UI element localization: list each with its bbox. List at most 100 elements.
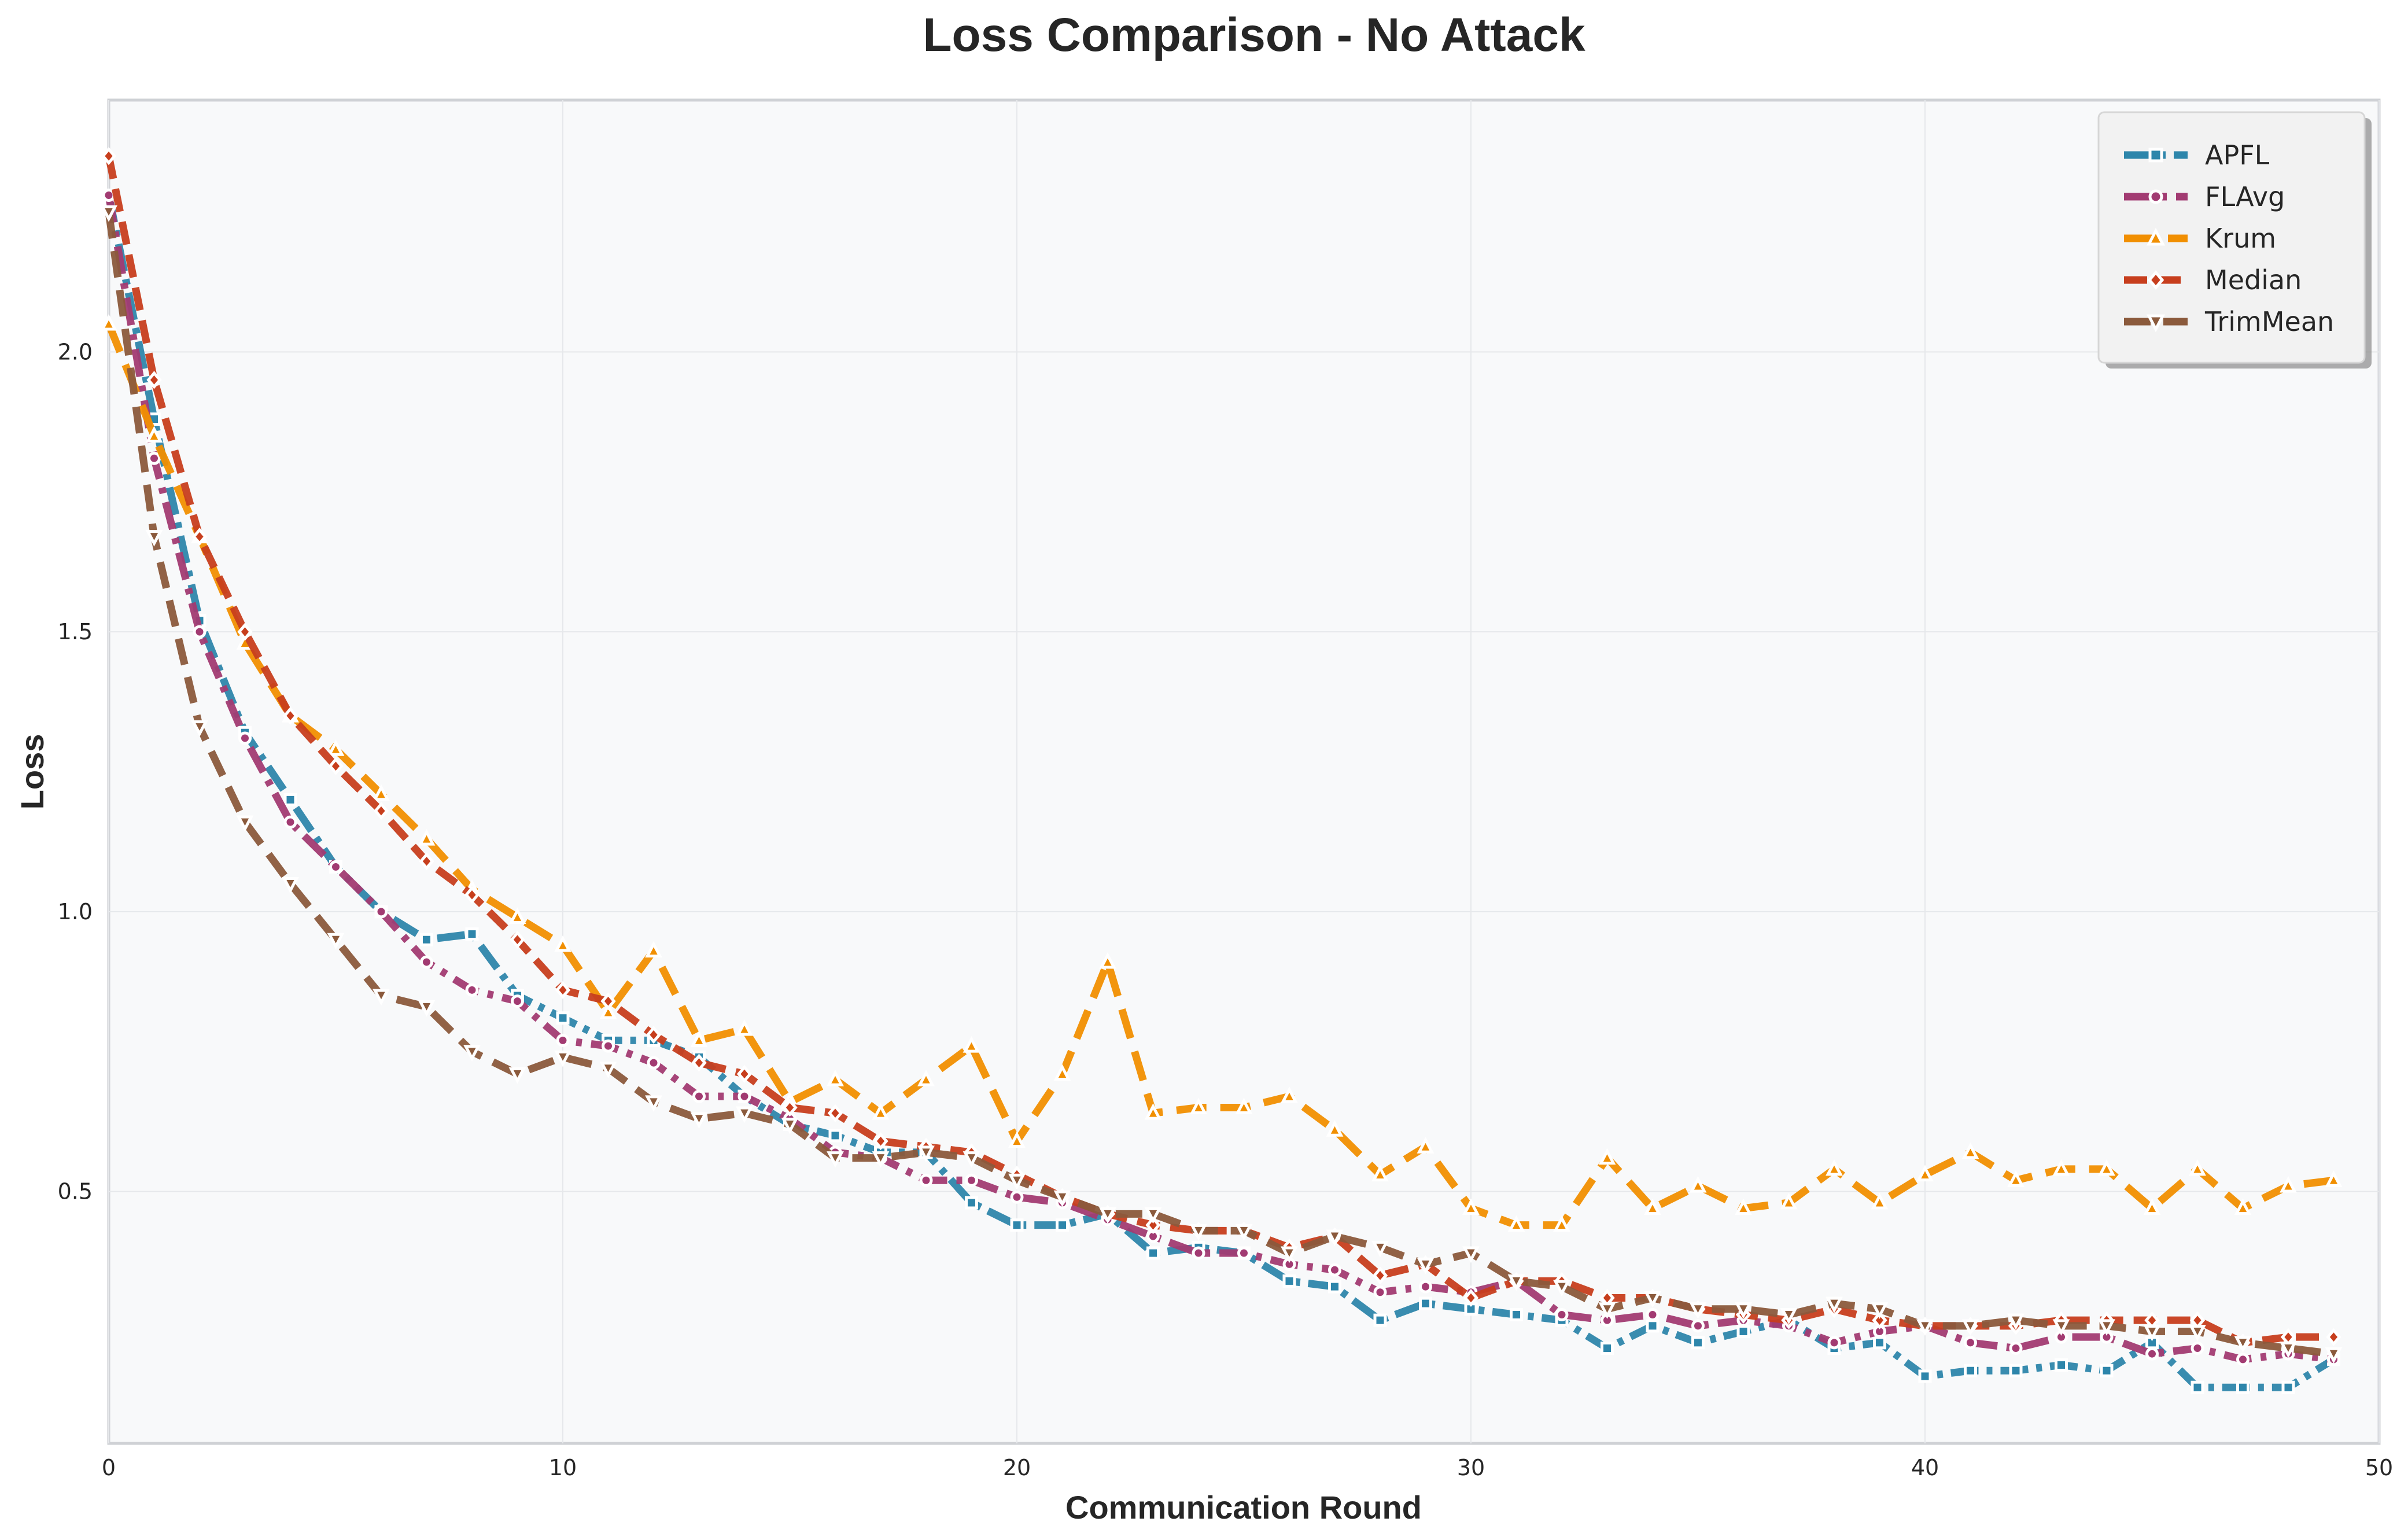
- data-point-trimmean: [554, 1050, 571, 1067]
- data-point-flavg: [465, 983, 479, 997]
- data-point-trimmean: [2280, 1342, 2297, 1358]
- data-point-krum: [418, 828, 436, 846]
- data-point-flavg: [2236, 1353, 2250, 1366]
- data-point-trimmean: [690, 1112, 708, 1129]
- data-point-trimmean: [1507, 1274, 1525, 1291]
- legend-marker-flavg: [2148, 189, 2163, 204]
- data-point-flavg: [2191, 1342, 2204, 1355]
- data-point-apfl: [1646, 1319, 1660, 1333]
- legend-marker-trimmean: [2146, 314, 2166, 333]
- data-point-flavg: [1010, 1190, 1024, 1204]
- chart-title: Loss Comparison - No Attack: [923, 9, 1585, 61]
- data-point-apfl: [1510, 1307, 1523, 1321]
- data-point-flavg: [692, 1089, 706, 1103]
- data-point-trimmean: [2325, 1347, 2343, 1364]
- y-axis-label: Loss: [14, 734, 50, 810]
- y-tick-label: 2.0: [58, 339, 93, 364]
- data-point-trimmean: [1144, 1207, 1162, 1224]
- data-point-trimmean: [1826, 1296, 1843, 1314]
- axis-ticks: 0 10 20 30 40 50 0.5 1.0 1.5 2.0: [58, 339, 2394, 1480]
- data-point-krum: [1235, 1097, 1253, 1114]
- data-point-flavg: [1964, 1336, 1977, 1350]
- data-point-apfl: [1873, 1336, 1886, 1350]
- data-point-trimmean: [1553, 1280, 1570, 1297]
- x-tick-label: 50: [2365, 1455, 2393, 1480]
- data-point-krum: [145, 426, 163, 443]
- data-point-krum: [2098, 1159, 2115, 1176]
- data-point-krum: [2234, 1198, 2252, 1215]
- data-point-krum: [2280, 1176, 2297, 1193]
- data-point-trimmean: [1417, 1257, 1435, 1274]
- x-tick-label: 20: [1003, 1455, 1031, 1480]
- data-point-krum: [327, 739, 345, 756]
- data-point-trimmean: [2189, 1325, 2206, 1342]
- data-point-flavg: [737, 1089, 751, 1103]
- data-point-krum: [1961, 1142, 1979, 1159]
- plot-area: [107, 98, 2381, 1445]
- data-point-flavg: [329, 860, 342, 874]
- data-point-apfl: [420, 933, 433, 946]
- data-point-trimmean: [327, 933, 345, 950]
- data-point-median: [691, 1053, 707, 1072]
- data-point-trimmean: [1780, 1307, 1798, 1325]
- legend-item-median: Median: [2124, 264, 2302, 296]
- data-point-krum: [100, 314, 117, 331]
- data-point-trimmean: [2234, 1336, 2252, 1353]
- data-point-flavg: [238, 731, 252, 745]
- legend: APFL FLAvg Krum Median TrimMean: [2097, 111, 2372, 369]
- data-point-apfl: [2191, 1380, 2204, 1394]
- data-point-krum: [1099, 952, 1116, 969]
- legend-item-krum: Krum: [2124, 223, 2276, 254]
- grid-lines: [108, 100, 2380, 1443]
- data-point-flavg: [1328, 1263, 1341, 1277]
- data-point-apfl: [556, 1011, 570, 1025]
- data-point-krum: [1916, 1165, 1934, 1182]
- legend-label-median: Median: [2205, 264, 2302, 296]
- data-point-krum: [1780, 1192, 1798, 1210]
- data-point-trimmean: [1462, 1246, 1480, 1263]
- data-point-flavg: [283, 815, 297, 829]
- data-point-median: [827, 1104, 843, 1122]
- data-point-trimmean: [827, 1151, 844, 1168]
- data-point-median: [419, 852, 434, 871]
- data-point-flavg: [511, 994, 524, 1008]
- data-point-trimmean: [1326, 1229, 1344, 1247]
- data-point-flavg: [2145, 1347, 2159, 1361]
- legend-label-apfl: APFL: [2205, 139, 2270, 171]
- data-point-trimmean: [418, 1000, 436, 1017]
- data-point-flavg: [1192, 1246, 1205, 1260]
- data-point-median: [1872, 1311, 1887, 1329]
- data-point-trimmean: [1598, 1302, 1616, 1319]
- data-point-apfl: [1282, 1274, 1296, 1288]
- data-point-apfl: [965, 1196, 978, 1210]
- data-point-trimmean: [917, 1145, 935, 1163]
- series-layer: [100, 147, 2343, 1394]
- data-point-apfl: [1328, 1280, 1341, 1294]
- series-line-trimmean: [105, 211, 2335, 1358]
- data-point-krum: [1735, 1198, 1752, 1215]
- x-axis-label: Communication Round: [1065, 1489, 1422, 1526]
- data-point-apfl: [1419, 1296, 1432, 1310]
- data-point-median: [146, 371, 162, 389]
- data-point-apfl: [1056, 1218, 1069, 1232]
- legend-box: [2097, 111, 2366, 364]
- data-point-trimmean: [282, 877, 299, 894]
- data-point-krum: [1689, 1176, 1707, 1193]
- series-line-median: [105, 155, 2334, 1347]
- data-point-flavg: [919, 1173, 933, 1187]
- data-point-trimmean: [2098, 1319, 2115, 1336]
- data-point-trimmean: [2143, 1325, 2161, 1342]
- data-point-krum: [2189, 1159, 2206, 1176]
- data-point-krum: [1053, 1064, 1071, 1081]
- data-point-median: [1372, 1266, 1388, 1285]
- data-point-median: [282, 706, 298, 725]
- data-point-trimmean: [145, 530, 163, 547]
- data-point-flavg: [193, 625, 206, 639]
- data-point-median: [1463, 1288, 1479, 1307]
- data-point-trimmean: [1689, 1302, 1707, 1319]
- data-point-trimmean: [963, 1151, 980, 1168]
- data-point-krum: [2325, 1170, 2343, 1187]
- legend-marker-krum: [2146, 227, 2166, 246]
- data-point-flavg: [965, 1173, 978, 1187]
- data-point-apfl: [828, 1129, 842, 1143]
